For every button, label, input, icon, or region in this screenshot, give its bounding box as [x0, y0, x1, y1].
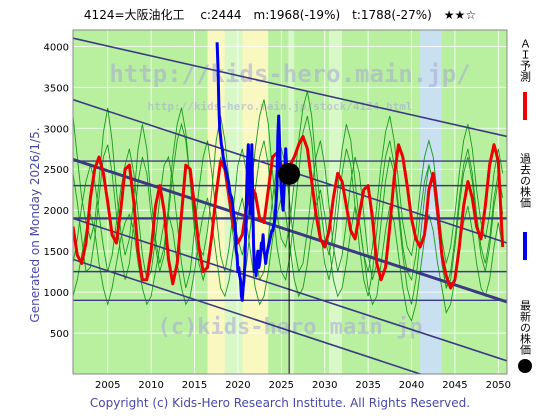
- legend-swatch-0: [523, 92, 527, 120]
- x-axis: 2005 2010 2015 2020 2025 2030 2035 2040 2045 2050: [95, 380, 511, 391]
- series-past-price: [215, 42, 290, 302]
- watermark-top: http://kids-hero.main.jp/: [109, 60, 470, 88]
- x-tick-label: 2030: [312, 380, 337, 391]
- x-tick-label: 2015: [182, 380, 207, 391]
- latest-price-dot: [278, 162, 301, 185]
- y-tick-label: 1500: [44, 247, 69, 258]
- x-tick-label: 2045: [442, 380, 467, 391]
- watermark-bottom: (c)kids-hero main jp: [158, 315, 423, 340]
- y-tick-label: 3000: [44, 124, 69, 135]
- y-tick-label: 3500: [44, 83, 69, 94]
- y-tick-label: 1000: [44, 288, 69, 299]
- x-tick-label: 2010: [138, 380, 163, 391]
- x-tick-label: 2050: [486, 380, 511, 391]
- background-band-5: [288, 30, 295, 374]
- trend-line-2: [73, 157, 507, 304]
- chart-title: 4124=大阪油化工 c:2444 m:1968(-19%) t:1788(-2…: [83, 8, 477, 22]
- legend-swatch-2: [518, 359, 532, 373]
- x-tick-label: 2040: [399, 380, 424, 391]
- grid-lines: [73, 30, 507, 374]
- y-tick-label: 2000: [44, 206, 69, 217]
- x-tick-label: 2020: [225, 380, 250, 391]
- watermark-top-sub: http://kids-hero.main.jp/stock/4124.html: [148, 100, 413, 113]
- green-series-2: [73, 91, 504, 272]
- legend-label-0: ＡＩ予測: [519, 38, 532, 83]
- y-tick-label: 4000: [44, 42, 69, 53]
- legend-swatch-1: [523, 232, 527, 260]
- background-band-7: [329, 30, 343, 374]
- trend-line-4: [73, 258, 423, 374]
- copyright-footer: Copyright (c) Kids-Hero Research Institu…: [89, 396, 471, 410]
- legend-label-2: 最新の株価: [519, 300, 532, 355]
- trend-line-3: [73, 217, 507, 362]
- background-band-9: [420, 30, 442, 374]
- legend-label-1: 過去の株価: [519, 153, 532, 208]
- plot-frame: [72, 29, 508, 375]
- trend-line-0: [73, 37, 507, 138]
- x-tick-label: 2025: [269, 380, 294, 391]
- x-tick-label: 2005: [95, 380, 120, 391]
- x-tick-label: 2035: [355, 380, 380, 391]
- latest-marker-group: [278, 162, 301, 374]
- y-tick-label: 2500: [44, 165, 69, 176]
- y-axis: 500 1000 1500 2000 2500 3000 3500 4000: [44, 42, 69, 340]
- y-tick-label: 500: [50, 329, 69, 340]
